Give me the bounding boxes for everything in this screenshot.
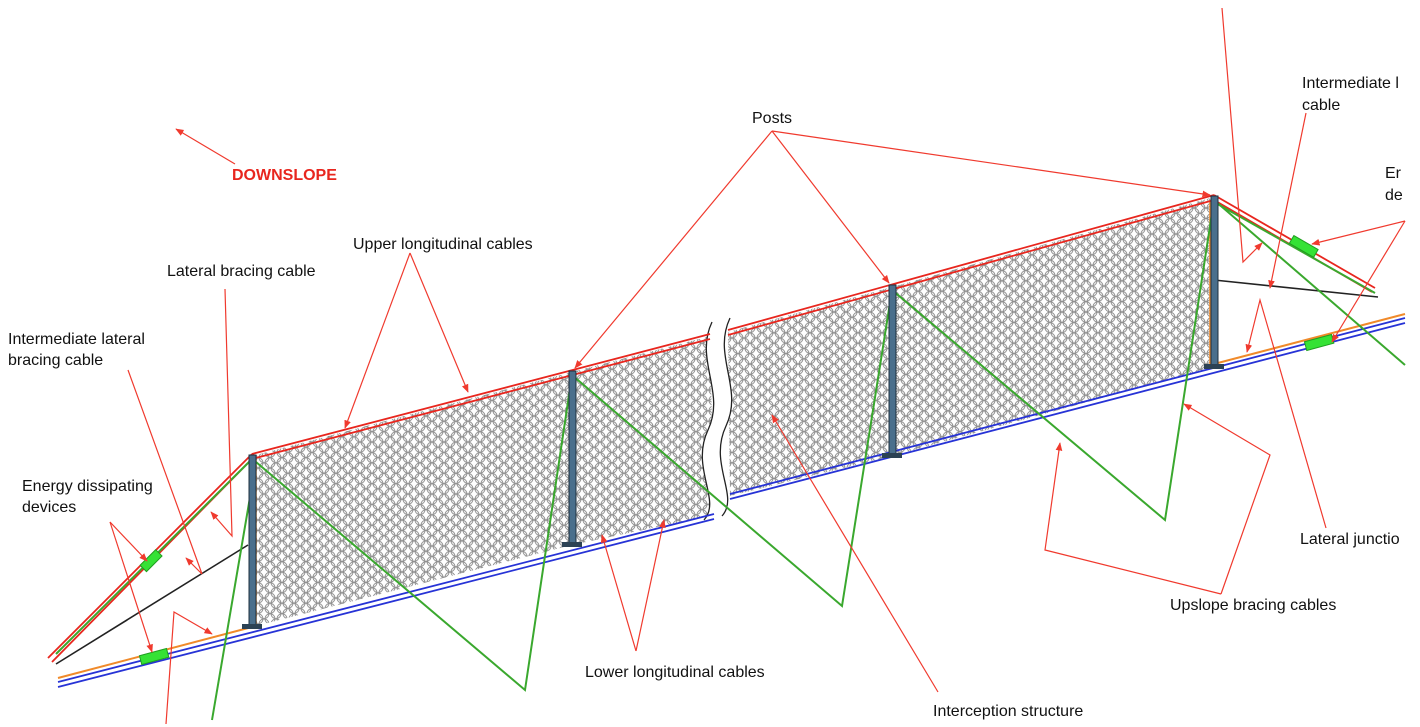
label-downslope: DOWNSLOPE xyxy=(232,167,337,184)
leader-lower-2 xyxy=(635,519,666,652)
energy-device-left-lower xyxy=(138,647,170,666)
upslope-bracing-1 xyxy=(255,374,573,692)
leader-energy-right-2 xyxy=(1331,220,1406,343)
leader-posts-2 xyxy=(771,130,890,284)
upslope-bracing-cables xyxy=(55,199,1406,721)
energy-dissipating-devices xyxy=(138,234,1335,666)
leader-posts-3 xyxy=(771,130,1211,198)
label-lower-longitudinal-cables: Lower longitudinal cables xyxy=(585,664,765,681)
post-1 xyxy=(242,454,262,629)
leader-upper-2 xyxy=(409,252,469,393)
label-upslope-bracing-cables: Upslope bracing cables xyxy=(1170,597,1336,614)
post-2 xyxy=(562,370,582,547)
label-intermediate-right-1: Intermediate l xyxy=(1302,75,1399,92)
upper-cable-4 xyxy=(727,199,1215,336)
label-energy-dissipating-1: Energy dissipating xyxy=(22,478,153,495)
label-interception-structure: Interception structure xyxy=(933,703,1083,720)
lower-cable-2 xyxy=(57,518,715,688)
junction-cable-right xyxy=(1213,313,1406,365)
cut-line-left xyxy=(701,321,715,521)
leader-lower-1 xyxy=(600,534,637,652)
leader-intermediate-left xyxy=(127,369,203,575)
lateral-green-right xyxy=(1213,201,1376,294)
post-4 xyxy=(1204,195,1224,369)
upslope-bracing-right xyxy=(1213,199,1406,366)
lateral-bracing-black-left xyxy=(55,544,249,665)
label-intermediate-lateral-2: bracing cable xyxy=(8,352,103,369)
lateral-bracing-cables-black xyxy=(55,279,1379,665)
downslope-arrow-icon xyxy=(175,128,236,165)
leader-interception xyxy=(771,414,939,693)
energy-device-right-upper xyxy=(1288,234,1319,259)
leader-lateral-junction xyxy=(1245,297,1327,529)
leader-top-right xyxy=(1221,7,1263,264)
label-intermediate-right-2: cable xyxy=(1302,97,1340,114)
leader-upslope-1 xyxy=(1044,442,1222,595)
mesh-panel-1 xyxy=(252,372,572,627)
cut-break-symbol xyxy=(702,318,732,520)
leader-posts-1 xyxy=(574,130,773,369)
label-energy-dissipating-2: devices xyxy=(22,499,76,516)
leader-energy-1 xyxy=(109,521,148,562)
annotation-labels: DOWNSLOPE Posts Upper longitudinal cable… xyxy=(8,75,1403,720)
lower-cable-3 xyxy=(729,317,1406,495)
leader-upper-1 xyxy=(344,252,411,429)
post-3 xyxy=(882,284,902,458)
label-energy-right-1: Er xyxy=(1385,165,1402,182)
leader-energy-2 xyxy=(109,521,153,653)
leader-intermediate-right xyxy=(1268,112,1307,289)
leader-bottom-left xyxy=(165,610,213,725)
label-lateral-junction: Lateral junctio xyxy=(1300,531,1400,548)
upslope-bracing-3 xyxy=(891,199,1215,522)
mesh-panel-3 xyxy=(728,287,892,496)
leader-lateral-bracing xyxy=(210,288,233,538)
lateral-bracing-black-right xyxy=(1213,279,1379,298)
label-energy-right-2: de xyxy=(1385,187,1403,204)
leader-upslope-2 xyxy=(1183,403,1271,595)
annotation-leaders xyxy=(109,7,1406,725)
lower-cable-4 xyxy=(729,322,1406,500)
upslope-bracing-2 xyxy=(571,289,893,608)
mesh-panel-4 xyxy=(892,197,1214,456)
upper-cable-2 xyxy=(251,338,711,460)
label-intermediate-lateral-1: Intermediate lateral xyxy=(8,331,145,348)
upper-cable-3 xyxy=(727,194,1215,331)
label-posts: Posts xyxy=(752,110,792,127)
leader-energy-right-1 xyxy=(1311,220,1406,246)
cut-line-right xyxy=(719,317,733,517)
label-upper-longitudinal-cables: Upper longitudinal cables xyxy=(353,236,533,253)
interception-structure xyxy=(252,197,1214,627)
upper-cable-1 xyxy=(251,333,711,455)
posts xyxy=(242,195,1224,629)
energy-device-left-upper xyxy=(139,548,163,573)
label-lateral-bracing-cable: Lateral bracing cable xyxy=(167,263,316,280)
mesh-panel-2 xyxy=(572,336,714,545)
